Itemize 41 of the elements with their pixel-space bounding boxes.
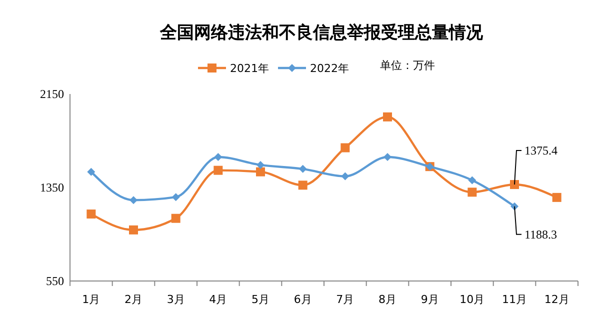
point [340, 143, 350, 152]
x-tick-label: 12月 [544, 293, 570, 306]
y-tick-label: 550 [46, 274, 64, 288]
x-tick-label: 2月 [124, 293, 142, 306]
point [383, 112, 392, 122]
x-tick-label: 4月 [209, 293, 228, 306]
x-tick-label: 5月 [252, 293, 270, 306]
data-label: 1188.3 [524, 227, 558, 242]
y-tick-label: 1350 [40, 180, 64, 194]
point [510, 180, 519, 190]
point [341, 172, 350, 180]
point [214, 166, 223, 175]
x-tick-label: 3月 [166, 293, 185, 306]
x-tick-label: 10月 [460, 293, 485, 306]
data-label: 1375.4 [524, 144, 558, 158]
x-tick-label: 11月 [502, 293, 527, 306]
x-tick-label: 9月 [420, 293, 439, 306]
point [214, 152, 222, 161]
x-tick-label: 7月 [336, 293, 354, 306]
chart-title: 全国网络违法和不良信息举报受理总量情况 [159, 23, 484, 43]
legend-label: 2022年 [310, 62, 349, 75]
point [86, 210, 96, 219]
point [256, 160, 264, 169]
point [129, 225, 138, 234]
text: 单位：万件 [380, 59, 435, 72]
point [552, 192, 562, 202]
point [384, 152, 392, 161]
point [171, 214, 180, 223]
point [298, 180, 308, 190]
point [130, 196, 138, 204]
point [256, 167, 265, 176]
point [468, 176, 476, 184]
y-tick-label: 2150 [40, 87, 64, 101]
x-tick-label: 1月 [82, 293, 100, 306]
x-tick-label: 8月 [378, 293, 396, 306]
point [172, 193, 180, 202]
point [87, 168, 96, 176]
x-tick-label: 6月 [294, 293, 312, 306]
point [298, 164, 307, 173]
legend-label: 2021年 [230, 62, 269, 75]
point [468, 188, 477, 197]
